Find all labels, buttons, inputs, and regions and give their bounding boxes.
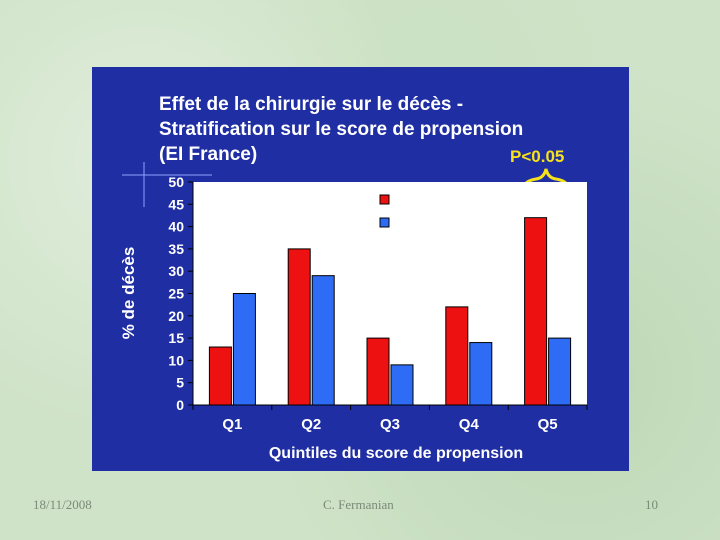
data-label: 13 <box>212 327 229 344</box>
bar-operes <box>311 275 335 406</box>
data-label: 14 <box>472 323 489 340</box>
x-tick-label: Q3 <box>380 416 400 433</box>
y-tick-label: 30 <box>168 263 184 279</box>
plot-area <box>193 182 587 405</box>
data-label: 22 <box>448 287 465 304</box>
data-label: 9 <box>398 345 406 362</box>
y-tick-label: 5 <box>176 375 184 391</box>
y-tick-label: 20 <box>168 308 184 324</box>
significance-label: P<0.05 <box>510 147 564 166</box>
data-label: 35 <box>291 229 308 246</box>
footer-author: C. Fermanian <box>323 497 394 512</box>
bar-non-operes <box>524 217 548 406</box>
bar-operes <box>390 364 414 406</box>
plot-background <box>193 182 587 405</box>
title-line-1: Effet de la chirurgie sur le décès - <box>159 94 463 115</box>
footer-page-number: 10 <box>645 497 658 512</box>
y-tick-label: 10 <box>168 352 184 368</box>
significance-brace <box>520 168 572 195</box>
y-axis: 0 5 10 15 20 25 30 35 40 45 50 <box>168 174 194 413</box>
data-label: 15 <box>551 318 568 335</box>
bar-operes <box>548 337 572 406</box>
y-tick-label: 15 <box>168 330 184 346</box>
bar-non-operes <box>366 337 390 406</box>
y-tick-label: 50 <box>168 174 184 190</box>
data-label: 42 <box>527 198 544 215</box>
x-tick-label: Q2 <box>301 416 321 433</box>
data-label: 25 <box>236 274 253 291</box>
x-tick-label: Q1 <box>222 416 242 433</box>
legend-label: opérés <box>394 215 443 232</box>
legend-swatch <box>379 194 390 205</box>
bar-operes <box>469 342 493 406</box>
legend: non opérés opérés <box>379 192 475 232</box>
bar-non-operes <box>208 346 232 406</box>
y-tick-label: 0 <box>176 397 184 413</box>
x-axis-title: Quintiles du score de propension <box>269 445 523 462</box>
y-tick-label: 25 <box>168 286 184 302</box>
y-tick-label: 40 <box>168 219 184 235</box>
data-label: 15 <box>370 318 387 335</box>
title-line-2: Stratification sur le score de propensio… <box>159 119 523 140</box>
bars: 13 35 15 22 42 25 29 9 14 15 <box>208 198 572 406</box>
x-tick-label: Q4 <box>459 416 480 433</box>
footer-date: 18/11/2008 <box>33 497 92 512</box>
y-tick-label: 45 <box>168 196 184 212</box>
bar-operes <box>232 293 256 406</box>
legend-label: non opérés <box>394 192 475 209</box>
bar-non-operes <box>445 306 469 406</box>
data-label: 29 <box>315 256 332 273</box>
slide-panel: Effet de la chirurgie sur le décès - Str… <box>92 67 629 471</box>
legend-swatch <box>379 217 390 228</box>
x-axis: Q1 Q2 Q3 Q4 Q5 <box>192 404 588 433</box>
title-line-3: (EI France) <box>159 144 257 165</box>
chart: Effet de la chirurgie sur le décès - Str… <box>119 94 588 462</box>
y-tick-label: 35 <box>168 241 184 257</box>
bar-non-operes <box>287 248 311 406</box>
x-tick-label: Q5 <box>538 416 558 433</box>
y-axis-title: % de décès <box>119 247 138 340</box>
